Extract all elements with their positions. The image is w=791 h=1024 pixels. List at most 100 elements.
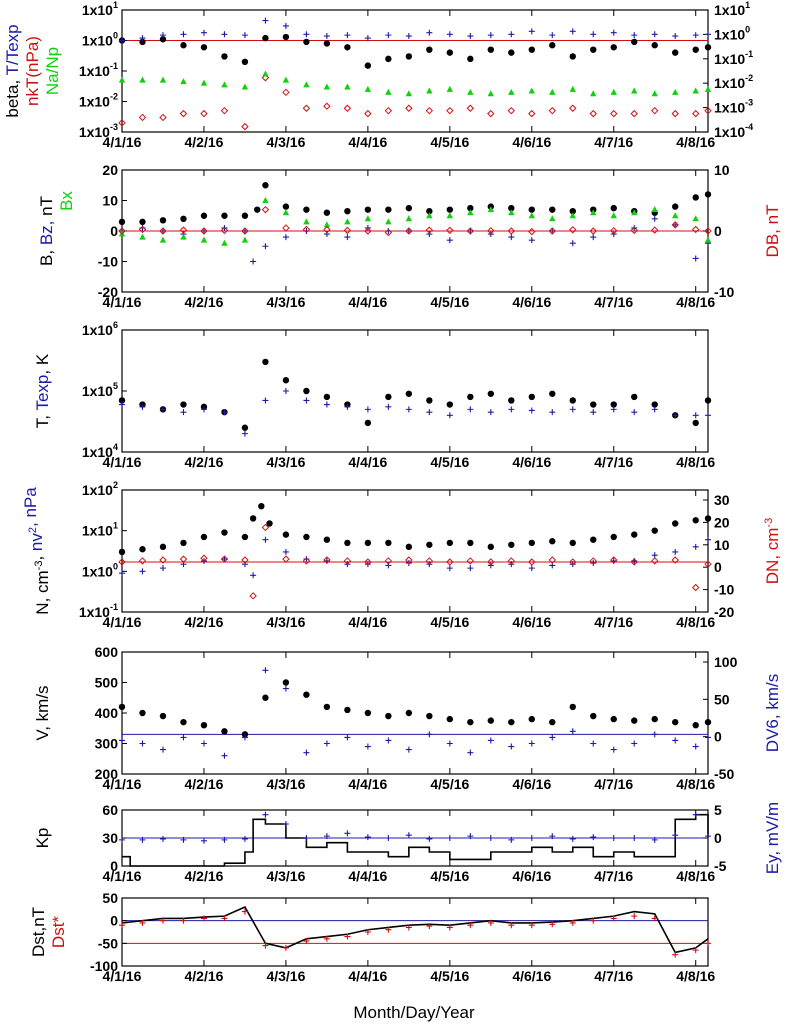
data-point [221,836,228,843]
data-point [446,106,454,115]
data-point [590,90,597,97]
x-tick-label: 4/7/16 [594,134,633,150]
x-tick-label: 4/8/16 [676,294,715,310]
data-point [241,734,248,741]
data-point [508,31,515,38]
data-point [610,109,618,118]
data-point [159,76,167,83]
left-axis-label-3: Bx [57,191,76,211]
data-point [241,32,248,39]
data-point [364,834,371,841]
x-tick-label: 4/7/16 [594,968,633,984]
data-point [672,718,679,726]
data-point [487,46,495,53]
y2-tick-label: 5 [714,802,722,818]
data-point [344,830,351,837]
y-tick-label: 1x101 [82,521,118,539]
data-point [704,44,712,51]
data-point [508,88,515,95]
data-point [303,38,310,46]
data-point [261,523,270,532]
x-tick-label: 4/2/16 [184,776,223,792]
data-point [241,228,248,234]
x-tick-label: 4/7/16 [594,454,633,470]
data-point [446,31,453,38]
data-point [672,49,679,56]
data-point [630,109,638,118]
data-point [262,811,269,818]
data-point [221,529,228,536]
x-tick-label: 4/8/16 [676,776,715,792]
x-tick-label: 4/8/16 [676,614,715,630]
x-tick-label: 4/3/16 [266,614,305,630]
data-point [139,709,146,717]
data-point [446,558,454,566]
series-black [118,182,712,226]
data-point [426,46,433,53]
data-point [303,533,310,541]
left-axis-label: T, Texp, K [33,353,52,428]
data-point [159,556,167,564]
data-point [159,227,167,235]
data-point [549,215,556,222]
data-point [528,715,535,723]
data-point [303,31,310,38]
left-axis-label-2: nkT(nPa) [23,36,42,106]
data-point [446,412,453,419]
data-point [159,712,167,720]
x-axis-title: Month/Day/Year [353,1003,475,1022]
data-point [672,412,679,419]
data-point [446,85,454,92]
panel-2: 20 10 0 -10 -20 10 0 -10 4/1/16 4/2/16 4/3/16 4/4/1… [37,162,782,310]
data-point [364,561,371,568]
data-point [364,929,371,935]
data-point [569,53,576,60]
data-point [302,557,311,565]
data-point [528,87,535,94]
x-tick-label: 4/4/16 [348,614,387,630]
data-point [426,409,433,416]
data-point [508,49,515,56]
x-tick-label: 4/5/16 [430,454,469,470]
series-blue [119,536,711,579]
data-point [672,203,679,210]
panel-1: 1x101 1x100 1x10-1 1x10-2 1x10-3 1x101 1x100 1x… [3,0,753,150]
data-point [467,565,474,572]
y-tick-label: -50 [98,935,118,951]
data-point [487,717,495,724]
data-point [118,703,126,711]
data-point [549,734,556,741]
data-point [405,53,413,60]
y-tick-label: 0 [110,858,118,874]
data-point [610,88,617,95]
data-point [487,558,495,566]
data-point [118,76,126,83]
data-point [528,212,535,219]
data-point [426,29,433,36]
data-point [548,106,556,115]
data-point [631,87,638,94]
data-point [241,212,249,219]
y2-tick-label: 1x10-2 [714,73,753,91]
data-point [426,212,433,219]
data-point [590,917,597,924]
y2-tick-label: 1x101 [714,0,750,18]
data-point [258,502,265,510]
right-axis-label: DV6, km/s [763,674,782,752]
data-point [119,37,125,44]
y-tick-label: 500 [95,675,119,691]
right-axis-label: DN, cm-3 [763,518,782,584]
data-point [590,834,597,841]
data-point [138,113,147,122]
y2-tick-label: -10 [714,582,734,598]
data-point [631,531,638,538]
data-point [446,924,453,931]
series-black [118,33,712,69]
y-tick-label: -10 [98,254,118,270]
data-point [323,40,331,47]
data-point [426,541,433,548]
panel-frame [121,897,709,967]
left-axis-label: Dst,nT [29,907,48,957]
data-point [405,33,412,40]
data-point [159,36,167,43]
